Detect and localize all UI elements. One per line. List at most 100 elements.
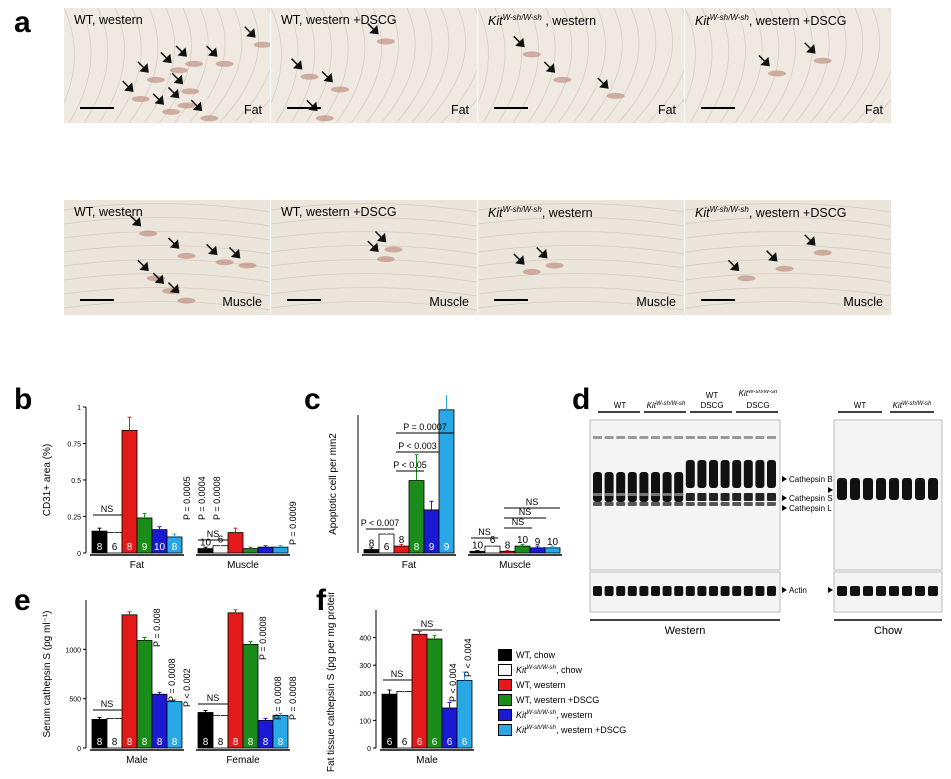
vessel (331, 86, 350, 93)
arrow-icon (804, 42, 816, 54)
band-actin (915, 586, 925, 596)
scale-bar (287, 299, 321, 301)
band-actin (850, 586, 860, 596)
blot-caption: Chow (874, 625, 902, 637)
band-actin (697, 586, 707, 596)
vessel (200, 115, 219, 122)
bar (136, 640, 153, 749)
n-label: 8 (278, 737, 284, 748)
micrograph-fat-1: WT, western Fat (64, 8, 270, 123)
band-cathepsin-s (593, 493, 602, 496)
group-label: Fat (402, 560, 417, 571)
lane-group-label: KitW-sh/W-sh (893, 401, 932, 410)
band-actin (604, 586, 614, 596)
legend-label: WT, chow (516, 650, 556, 660)
legend-label: KitW-sh/W-sh, western +DSCG (516, 725, 627, 735)
annotation: P < 0.002 (182, 668, 192, 707)
gene-name: Kit (695, 14, 710, 29)
muscle-fiber (685, 203, 891, 213)
n-label: 8 (263, 737, 269, 748)
band-actin (685, 586, 695, 596)
n-label: 6 (432, 737, 438, 748)
arrow-icon (167, 237, 180, 249)
band-cathepsin-s (755, 493, 765, 501)
muscle-fiber (271, 273, 477, 283)
band-cathepsin-b (902, 478, 912, 500)
n-label: 10 (154, 542, 166, 553)
vessel (376, 38, 395, 45)
band-cathepsin-l (593, 502, 602, 506)
vessel (315, 115, 334, 122)
band-cathepsin-b (732, 460, 742, 488)
legend-label: WT, western +DSCG (516, 695, 600, 705)
annotation: P = 0.0007 (403, 422, 447, 432)
cell-membrane (689, 8, 713, 123)
muscle-fiber (64, 273, 270, 283)
micrograph-title: WT, western +DSCG (281, 205, 397, 219)
annotation: P = 0.0008 (167, 658, 177, 702)
band-label: Cathepsin S (789, 494, 833, 503)
y-tick-label: 0.25 (67, 515, 81, 522)
legend-item: WT, western (498, 678, 566, 692)
muscle-fiber (478, 287, 684, 297)
lane-group-label: WT (854, 401, 867, 410)
band-cathepsin-s (616, 493, 626, 496)
band-actin (889, 586, 899, 596)
band-cathepsin-b (639, 472, 649, 502)
arrow-icon (167, 282, 180, 294)
y-tick-label: 1 (77, 405, 81, 412)
cell-membrane (719, 8, 746, 123)
annotation: P < 0.004 (448, 663, 458, 702)
scale-bar (80, 107, 114, 109)
bar (121, 614, 138, 749)
vessel (177, 297, 196, 304)
band-actin (616, 586, 626, 596)
n-label: 8 (142, 737, 148, 748)
bar (272, 546, 289, 554)
cell-membrane (380, 8, 416, 123)
n-label: 8 (172, 542, 178, 553)
arrow-icon (137, 61, 149, 73)
cell-membrane (839, 8, 880, 123)
annotation: NS (526, 497, 539, 507)
cell-membrane (455, 98, 477, 123)
bar (426, 638, 443, 749)
muscle-fiber (478, 231, 684, 241)
bar (514, 545, 531, 554)
cell-membrane (425, 8, 466, 123)
band-cathepsin-l (604, 502, 614, 506)
band-cathepsin-l (662, 502, 672, 506)
band-minor (709, 436, 718, 439)
legend-swatch (498, 679, 512, 691)
vessel (169, 67, 188, 74)
cell-membrane (350, 8, 383, 123)
band-cathepsin-s (709, 493, 718, 501)
annotation: NS (101, 699, 114, 709)
band-cathepsin-b (697, 460, 707, 488)
vessel (146, 76, 165, 83)
n-label: 6 (490, 535, 496, 546)
band-cathepsin-l (627, 502, 637, 506)
cell-membrane (173, 8, 209, 123)
n-label: 10 (547, 537, 559, 548)
arrow-icon (167, 86, 180, 99)
tissue-label: Fat (657, 103, 676, 117)
muscle-fiber (64, 245, 270, 255)
vessel (553, 76, 572, 83)
muscle-fiber (685, 217, 891, 227)
vessel (131, 96, 150, 103)
band-cathepsin-b (616, 472, 626, 502)
band-minor (743, 436, 753, 439)
bar (227, 612, 244, 749)
n-label: 10 (472, 540, 484, 551)
n-label: 10 (200, 538, 212, 549)
group-label: Male (416, 755, 438, 766)
arrow-icon (543, 61, 556, 73)
n-label: 9 (535, 537, 541, 548)
arrow-icon (367, 240, 379, 252)
genotype-superscript: W-sh/W-sh (502, 13, 542, 22)
band-cathepsin-b (674, 472, 684, 502)
bar (529, 547, 546, 554)
bar (484, 545, 501, 554)
annotation: P = 0.0008 (273, 676, 283, 720)
